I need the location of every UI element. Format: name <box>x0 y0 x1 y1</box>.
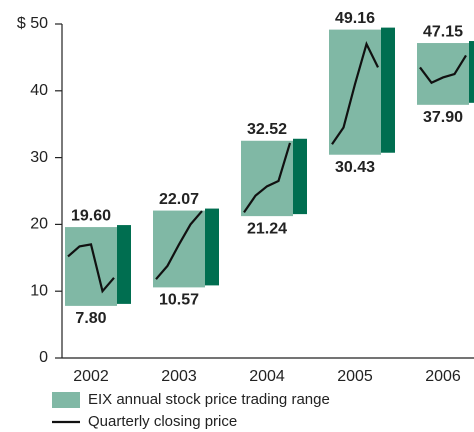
y-tick-label: $ 50 <box>17 15 48 32</box>
low-label: 7.80 <box>75 310 106 327</box>
legend-swatch <box>52 392 80 408</box>
range-bar-side <box>205 208 219 286</box>
low-label: 30.43 <box>335 159 375 176</box>
high-label: 47.15 <box>423 23 463 40</box>
high-label: 19.60 <box>71 207 111 224</box>
legend-label: Quarterly closing price <box>88 413 237 430</box>
low-label: 37.90 <box>423 109 463 126</box>
high-label: 22.07 <box>159 191 199 208</box>
high-label: 49.16 <box>335 10 375 27</box>
quarterly-line <box>419 54 467 85</box>
x-tick-label: 2002 <box>73 368 109 385</box>
x-tick-label: 2006 <box>425 368 461 385</box>
low-label: 10.57 <box>159 292 199 309</box>
y-tick-label: 30 <box>30 149 48 166</box>
range-bar-side <box>469 41 474 103</box>
y-tick-label: 20 <box>30 216 48 233</box>
quarterly-line <box>331 40 379 145</box>
legend-label: EIX annual stock price trading range <box>88 391 330 408</box>
range-bar <box>329 29 381 155</box>
x-tick-label: 2004 <box>249 368 285 385</box>
quarterly-line <box>155 210 203 280</box>
x-tick-label: 2005 <box>337 368 373 385</box>
range-bar-side <box>293 138 307 215</box>
high-label: 32.52 <box>247 121 287 138</box>
x-tick-label: 2003 <box>161 368 197 385</box>
range-bar <box>153 210 205 288</box>
range-bar-side <box>381 27 395 153</box>
range-bar <box>65 227 117 306</box>
quarterly-line <box>67 243 115 294</box>
range-bar-side <box>117 225 131 304</box>
y-tick-label: 0 <box>39 349 48 366</box>
low-label: 21.24 <box>247 220 287 237</box>
quarterly-line <box>243 142 292 213</box>
y-tick-label: 40 <box>30 82 48 99</box>
y-tick-label: 10 <box>30 282 48 299</box>
